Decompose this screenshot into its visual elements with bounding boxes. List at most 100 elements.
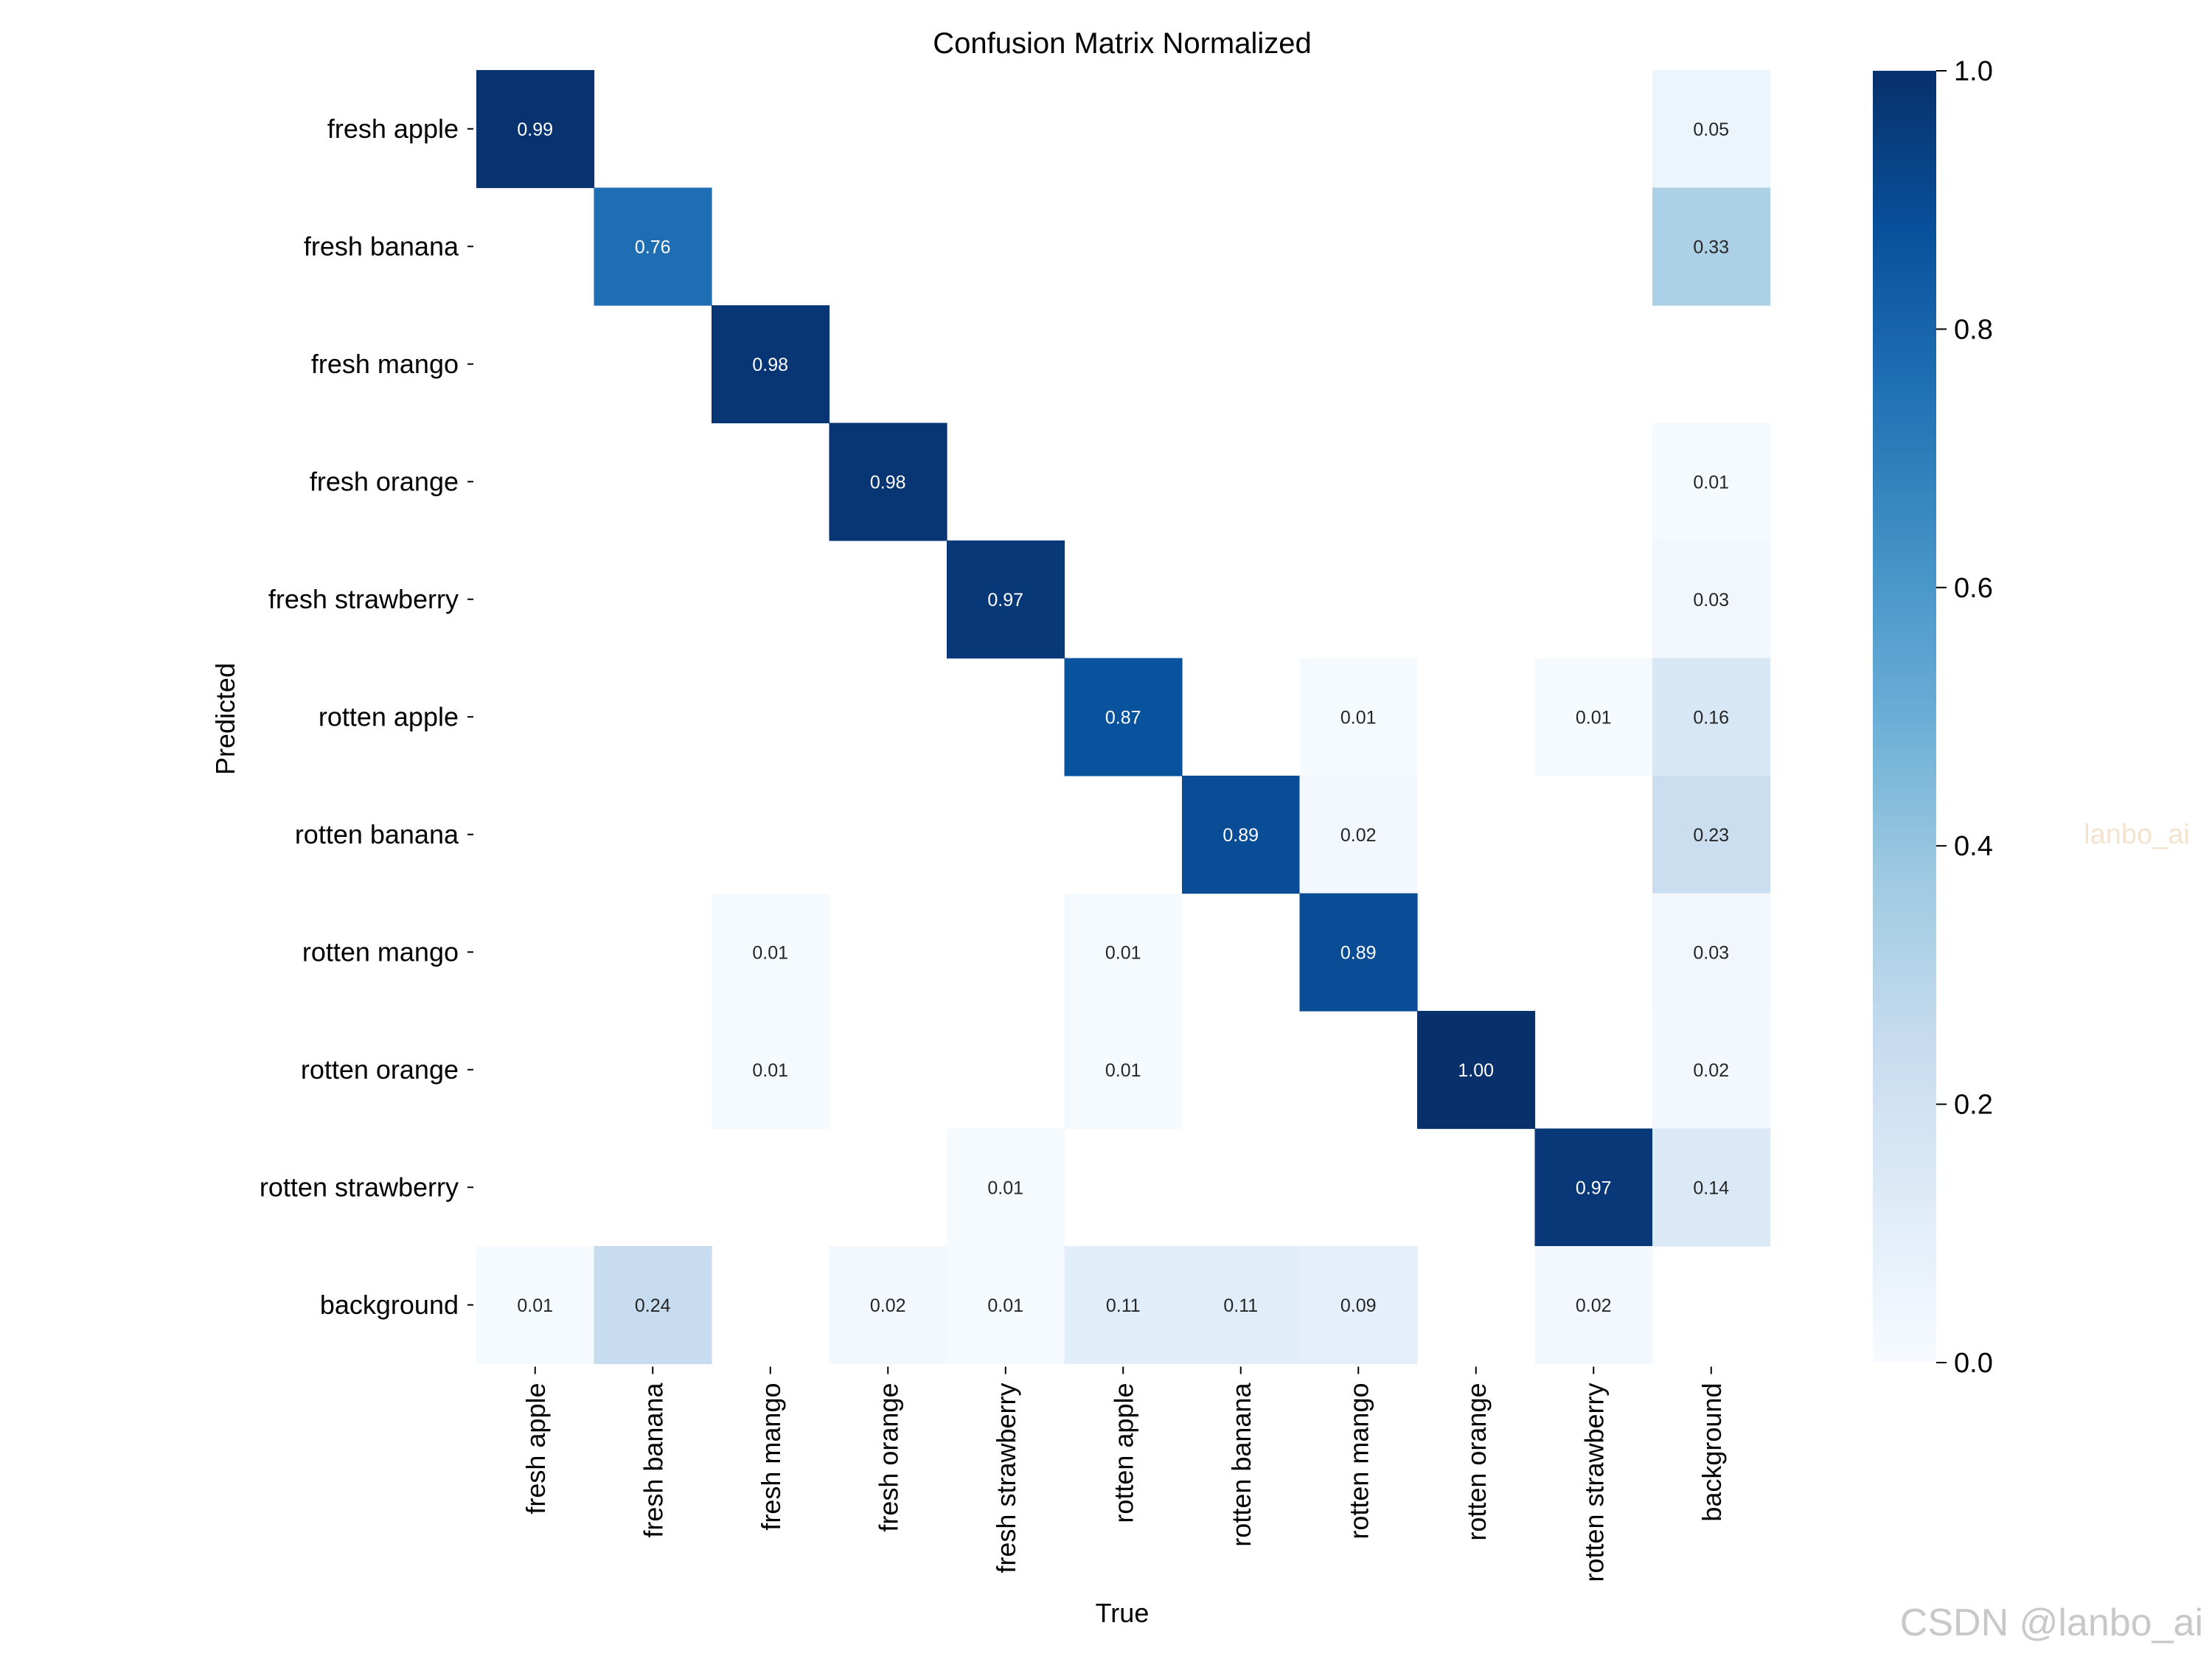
x-tick-label: fresh strawberry [991, 1383, 1021, 1573]
cell-value-label: 0.11 [1106, 1295, 1141, 1316]
colorbar-tick-label: 0.6 [1954, 573, 1993, 604]
colorbar-ticks: 0.0 0.2 0.4 0.6 0.8 1.0 [1936, 56, 1993, 1379]
x-tick-label: fresh orange [873, 1383, 903, 1532]
colorbar-tick-label: 0.8 [1954, 314, 1993, 345]
y-tick-label: background [320, 1290, 459, 1320]
x-tick-label: rotten strawberry [1579, 1383, 1609, 1582]
y-tick-label: fresh banana [304, 231, 459, 261]
cell-value-label: 0.01 [517, 1295, 553, 1316]
heatmap-cell [1534, 1128, 1653, 1247]
cell-value-label: 0.97 [1576, 1178, 1612, 1198]
cell-value-label: 0.02 [870, 1295, 906, 1316]
colorbar-tick-label: 0.2 [1954, 1090, 1993, 1121]
y-tick-label: fresh apple [327, 114, 459, 144]
chart-title: Confusion Matrix Normalized [933, 27, 1312, 60]
heatmap-cell [1652, 1128, 1771, 1247]
cell-value-label: 0.14 [1693, 1178, 1729, 1198]
side-watermark: lanbo_ai [2084, 819, 2190, 850]
cell-value-label: 0.09 [1340, 1295, 1377, 1316]
heatmap-cell [1652, 893, 1771, 1012]
x-tick-label: rotten mango [1343, 1383, 1374, 1540]
cell-value-label: 0.98 [752, 355, 788, 375]
cell-value-label: 0.01 [1340, 707, 1377, 728]
heatmap-cell [1652, 70, 1771, 189]
heatmap-cell [712, 1011, 830, 1130]
cell-value-label: 0.11 [1223, 1295, 1258, 1316]
heatmap-cell [829, 1246, 947, 1365]
x-axis-ticks: fresh apple fresh banana fresh mango fresh … [521, 1366, 1727, 1582]
x-tick-label: fresh banana [638, 1382, 668, 1538]
cell-value-label: 0.02 [1693, 1060, 1729, 1081]
cell-value-label: 0.89 [1222, 825, 1259, 846]
heatmap-cell [1299, 893, 1418, 1012]
heatmap-cell [1182, 776, 1301, 894]
cell-value-label: 0.87 [1105, 707, 1141, 728]
cell-value-label: 0.05 [1693, 119, 1729, 140]
y-axis-label: Predicted [210, 663, 240, 775]
heatmap-cell [1652, 540, 1771, 659]
heatmap-cell [1652, 187, 1771, 306]
x-tick-label: rotten banana [1226, 1382, 1256, 1547]
cell-value-label: 0.01 [987, 1178, 1023, 1198]
heatmap-cell [1652, 422, 1771, 541]
colorbar-tick-label: 0.0 [1954, 1348, 1993, 1379]
cell-value-label: 0.97 [987, 590, 1023, 611]
cell-value-label: 0.03 [1693, 942, 1729, 963]
cell-value-label: 0.01 [1105, 942, 1141, 963]
cell-value-label: 0.33 [1693, 237, 1729, 257]
cell-value-label: 0.23 [1693, 825, 1729, 846]
cell-value-label: 1.00 [1458, 1060, 1494, 1081]
x-tick-label: rotten orange [1461, 1383, 1492, 1541]
cell-value-label: 0.01 [1576, 707, 1612, 728]
corner-watermark: CSDN @lanbo_ai [1900, 1601, 2203, 1644]
heatmap-cell [476, 70, 595, 189]
heatmap-cell [947, 540, 1065, 659]
heatmap-cell [1064, 1011, 1183, 1130]
cell-value-label: 0.01 [1105, 1060, 1141, 1081]
heatmap-cell [1417, 1011, 1536, 1130]
cell-value-label: 0.24 [635, 1295, 671, 1316]
x-tick-label: background [1697, 1383, 1727, 1522]
y-tick-label: rotten orange [301, 1054, 459, 1085]
cell-value-label: 0.98 [870, 472, 906, 493]
y-tick-label: rotten banana [295, 819, 459, 849]
cell-value-label: 0.01 [1693, 472, 1729, 493]
cell-value-label: 0.03 [1693, 590, 1729, 611]
heatmap-cell [1064, 658, 1183, 776]
cell-value-label: 0.89 [1340, 942, 1377, 963]
heatmap-cell [476, 1246, 595, 1365]
heatmap-cell [1652, 1011, 1771, 1130]
cell-value-label: 0.01 [987, 1295, 1023, 1316]
colorbar-tick-label: 0.4 [1954, 831, 1993, 862]
y-axis-ticks: fresh apple fresh banana fresh mango fresh … [260, 114, 473, 1320]
heatmap-cell [1652, 658, 1771, 776]
colorbar-tick-label: 1.0 [1954, 56, 1993, 87]
heatmap-cell-labels: 0.99 0.05 0.76 0.33 0.98 0.98 0.01 0.97 0.03 0.87… [517, 119, 1729, 1316]
heatmap-cell [1064, 893, 1183, 1012]
y-tick-label: fresh strawberry [268, 584, 459, 614]
y-tick-label: fresh orange [310, 466, 459, 496]
heatmap-cell [1299, 658, 1418, 776]
cell-value-label: 0.02 [1340, 825, 1377, 846]
heatmap-cell [1299, 1246, 1418, 1365]
y-tick-label: rotten mango [302, 936, 459, 967]
heatmap-cell [594, 187, 712, 306]
heatmap-cell [1534, 1246, 1653, 1365]
y-tick-label: fresh mango [311, 349, 459, 379]
y-tick-label: rotten strawberry [260, 1172, 459, 1202]
colorbar [1873, 71, 1936, 1363]
heatmap-cell [947, 1246, 1065, 1365]
heatmap-cell [1534, 658, 1653, 776]
heatmap-cell [594, 1246, 712, 1365]
cell-value-label: 0.16 [1693, 707, 1729, 728]
heatmap-cell [947, 1128, 1065, 1247]
x-axis-label: True [1096, 1598, 1150, 1628]
heatmap-cell [1064, 1246, 1183, 1365]
heatmap-cell [712, 305, 830, 424]
cell-value-label: 0.01 [752, 1060, 788, 1081]
cell-value-label: 0.01 [752, 942, 788, 963]
heatmap-cell [1182, 1246, 1301, 1365]
cell-value-label: 0.02 [1576, 1295, 1612, 1316]
cell-value-label: 0.99 [517, 119, 553, 140]
